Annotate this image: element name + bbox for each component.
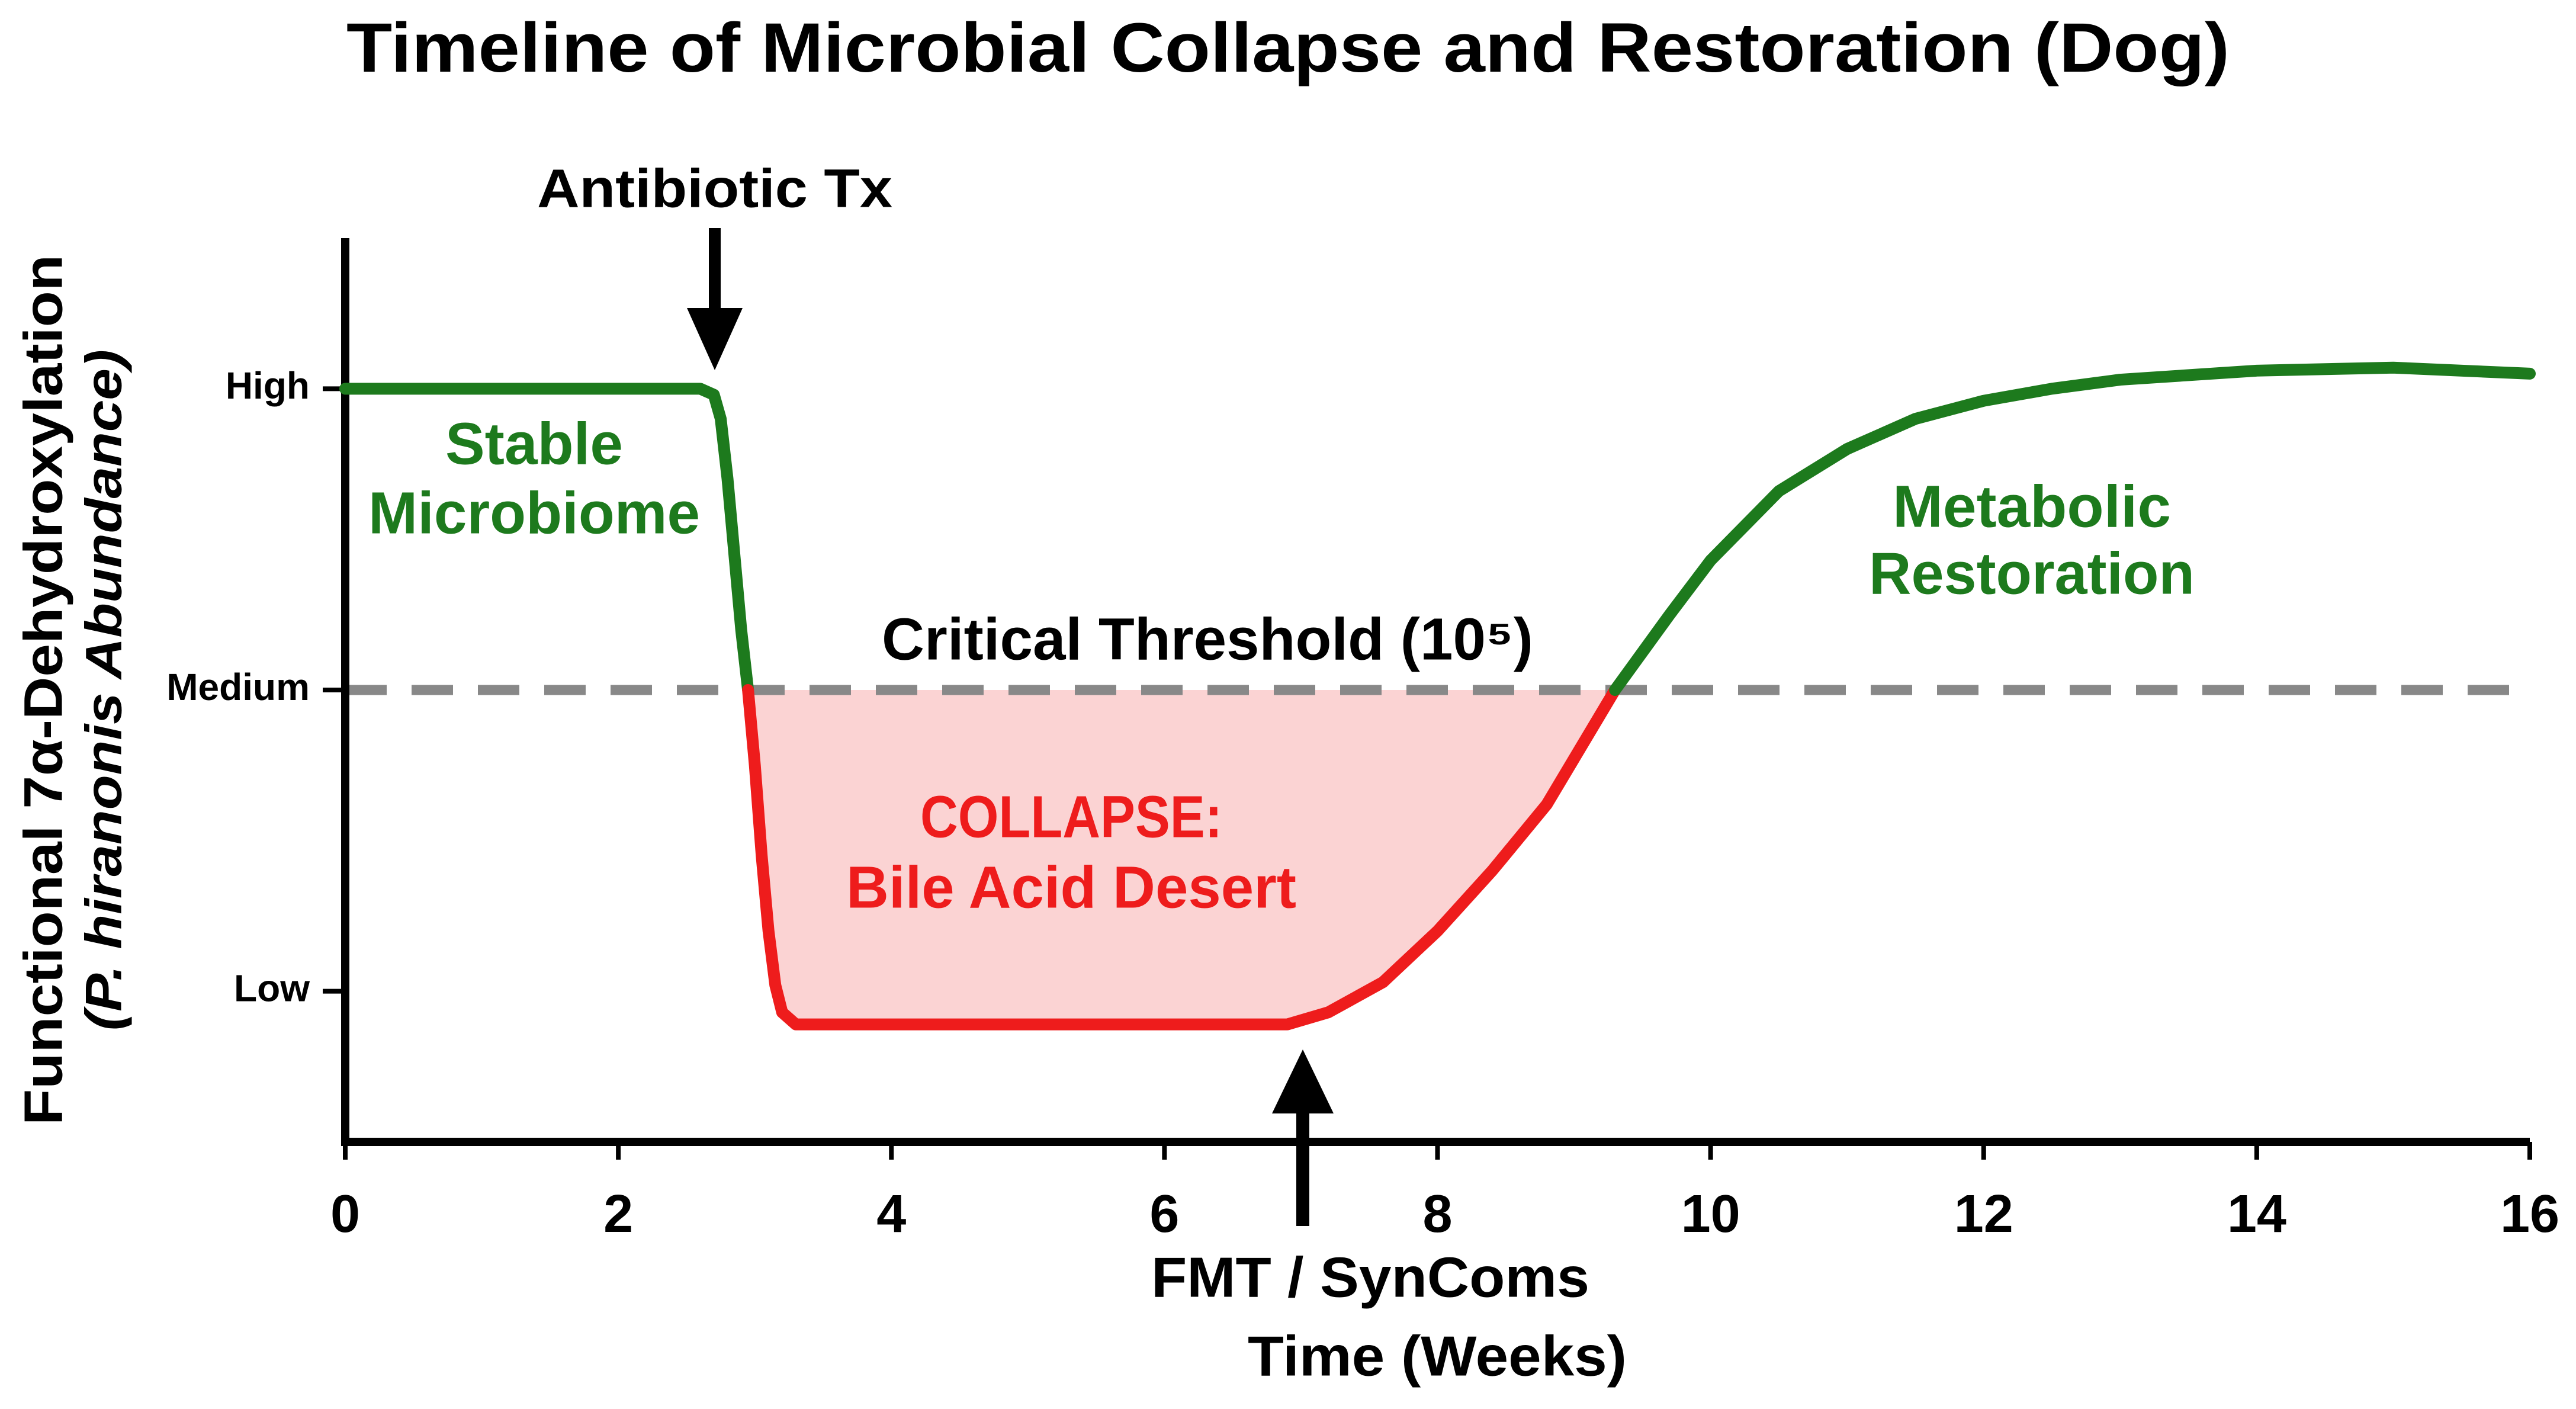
annotation: Bile Acid Desert [846,854,1296,920]
line-series [339,383,754,696]
threshold-label: Critical Threshold (10⁵) [882,606,1533,672]
y-tick-label: Medium [166,666,310,708]
arrow-head [687,308,743,370]
line-series [1609,361,2536,696]
annotation: Metabolic [1893,473,2171,540]
y-tick-label: Low [234,967,310,1010]
y-axis-label: Functional 7α-Dehydroxylation [13,255,73,1125]
annotation: COLLAPSE: [920,784,1222,850]
x-axis-label: Time (Weeks) [1248,1324,1627,1388]
x-tick-label: 8 [1422,1185,1452,1244]
annotation: Antibiotic Tx [537,158,892,219]
plot-area: Critical Threshold (10⁵) Low Medium High 0 2 4… [166,238,2559,1244]
line-series [742,684,1621,1031]
x-tick-label: 0 [330,1185,360,1244]
x-tick-label: 14 [2227,1185,2286,1244]
area-fill [748,690,1615,1025]
y-tick-label: High [226,364,310,407]
annotation: Stable [445,410,623,477]
x-tick-label: 12 [1954,1185,2013,1244]
annotation: Restoration [1869,540,2195,606]
x-tick-label: 10 [1681,1185,1740,1244]
x-tick-label: 2 [603,1185,633,1244]
annotation: Microbiome [368,480,700,546]
annotation: FMT / SynComs [1151,1246,1589,1309]
x-tick-label: 16 [2500,1185,2559,1244]
arrow-head [1272,1049,1334,1113]
y-axis-label: (P. hiranonis Abundance) [76,349,133,1031]
x-tick-label: 6 [1149,1185,1179,1244]
chart-title: Timeline of Microbial Collapse and Resto… [346,9,2230,87]
x-tick-label: 4 [876,1185,906,1244]
